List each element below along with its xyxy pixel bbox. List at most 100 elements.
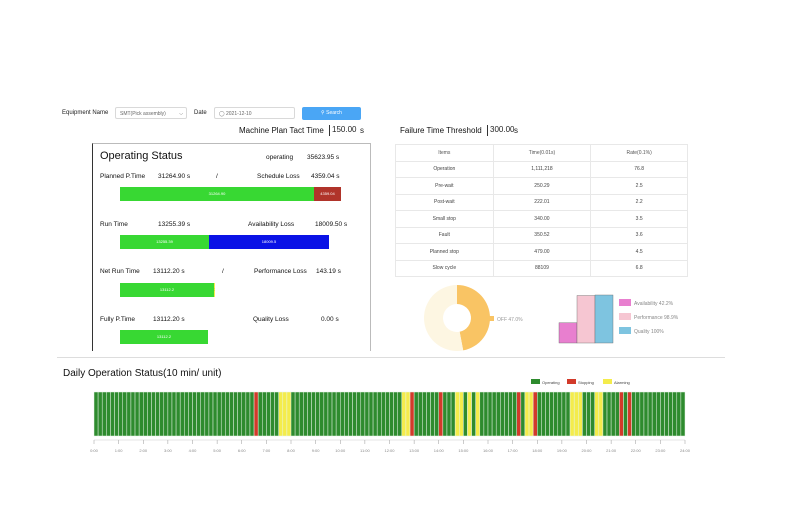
table-header-items: Items [395, 144, 494, 162]
daily-slot-operating [376, 391, 382, 437]
table-header-row: Items Time(0.01s) Rate(0.1%) [395, 144, 688, 162]
daily-axis-label: 16:00 [483, 448, 494, 453]
oee-legend-label: Availability 42.2% [634, 301, 674, 307]
daily-slot-operating [500, 391, 505, 437]
daily-slot-alarming [405, 391, 411, 437]
table-cell: 88109 [492, 259, 592, 277]
daily-slot-operating [307, 391, 312, 437]
daily-slot-operating [315, 391, 320, 437]
daily-axis-label: 12:00 [384, 448, 395, 453]
daily-slot-operating [216, 391, 222, 437]
search-button[interactable]: ⚲ Search [302, 107, 361, 120]
daily-slot-operating [233, 391, 238, 437]
daily-axis-label: 3:00 [164, 448, 173, 453]
table-row: Operation 1,111,218 76.8 [395, 160, 688, 178]
donut-slice-off [457, 285, 490, 351]
daily-slot-operating [385, 391, 390, 437]
daily-slot-operating [167, 391, 173, 437]
daily-status-chart: Operating Stopping Alarming 0:00 1:00 2:00 3:… [90, 379, 691, 453]
daily-slot-operating [549, 391, 554, 437]
daily-slot-operating [241, 391, 247, 437]
daily-slot-operating [311, 391, 316, 437]
daily-status-title: Daily Operation Status(10 min/ unit) [63, 368, 222, 379]
daily-axis-label: 22:00 [631, 448, 642, 453]
daily-slot-operating [565, 391, 571, 437]
daily-axis-label: 0:00 [90, 448, 99, 453]
availability-loss-bar: 18009.5 [209, 235, 329, 249]
daily-axis-label: 20:00 [581, 448, 592, 453]
daily-slot-operating [446, 391, 452, 437]
daily-slot-operating [208, 391, 214, 437]
donut-slice-rest [424, 285, 464, 351]
oee-bar-chart: Availability 42.2% Performance 98.9% Quali… [558, 294, 679, 344]
table-cell: Planned stop [395, 243, 494, 261]
daily-axis-label: 11:00 [360, 448, 370, 453]
daily-slot-operating [159, 391, 165, 437]
daily-slot-operating [602, 391, 608, 437]
daily-slot-operating [331, 391, 337, 437]
daily-slot-stopping [516, 391, 522, 437]
daily-slot-operating [389, 391, 394, 437]
table-row: Fault 350.52 3.6 [395, 226, 688, 244]
off-donut-chart: OFF 47.0% [424, 285, 523, 351]
daily-slot-operating [483, 391, 489, 437]
daily-slot-operating [163, 391, 169, 437]
daily-slot-alarming [594, 391, 600, 437]
daily-slot-alarming [475, 391, 481, 437]
table-cell: Post-wait [395, 193, 494, 211]
donut-legend-label: OFF 47.0% [497, 317, 523, 323]
table-cell: 4.5 [590, 243, 688, 261]
oee-legend-swatch [619, 299, 631, 306]
daily-slot-operating [491, 391, 497, 437]
daily-slot-alarming [401, 391, 407, 437]
daily-slot-operating [606, 391, 612, 437]
daily-slot-operating [676, 391, 682, 437]
planned-time-label: Planned P.Time [100, 173, 146, 180]
daily-slot-operating [504, 391, 509, 437]
daily-slot-operating [97, 391, 103, 437]
tact-time-input[interactable]: 150.00 [329, 125, 357, 136]
daily-slot-operating [471, 391, 476, 437]
daily-slot-operating [245, 391, 251, 437]
daily-slot-operating [508, 391, 513, 437]
daily-slot-operating [397, 391, 403, 437]
daily-slot-operating [134, 391, 140, 437]
daily-slot-operating [229, 391, 234, 437]
net-run-time-bar: 13112.2 [120, 283, 214, 297]
date-input[interactable]: ◯ 2021-12-10 [214, 107, 295, 119]
daily-slot-alarming [278, 391, 284, 437]
daily-slot-operating [586, 391, 591, 437]
failure-table-body: Operation 1,111,218 76.8 Pre-wait 250.29 2.5 P… [395, 160, 688, 277]
table-cell: 1,111,218 [492, 160, 592, 178]
daily-slot-stopping [627, 391, 632, 437]
daily-slot-operating [442, 391, 448, 437]
table-cell: Fault [395, 226, 494, 244]
section-divider [57, 357, 725, 358]
daily-slot-operating [93, 391, 99, 437]
daily-slot-operating [266, 391, 271, 437]
daily-axis-label: 7:00 [262, 448, 271, 453]
daily-slot-operating [298, 391, 304, 437]
table-cell: 76.8 [590, 160, 688, 178]
daily-slot-alarming [459, 391, 464, 437]
daily-slot-alarming [573, 391, 579, 437]
daily-slot-operating [335, 391, 341, 437]
table-cell: 3.6 [590, 226, 688, 244]
daily-slot-operating [270, 391, 275, 437]
daily-slot-alarming [528, 391, 534, 437]
daily-slot-operating [143, 391, 148, 437]
equipment-select[interactable]: SMT(Pick assembly) ⌵ [115, 107, 187, 119]
daily-slot-operating [220, 391, 226, 437]
table-cell: Small stop [395, 210, 494, 228]
daily-slot-operating [520, 391, 526, 437]
daily-slot-operating [262, 391, 267, 437]
daily-slot-operating [643, 391, 649, 437]
run-time-value: 13255.39 s [158, 221, 191, 228]
date-label: Date [194, 110, 207, 116]
failure-threshold-input[interactable]: 300.00 [487, 125, 517, 136]
daily-slot-operating [368, 391, 374, 437]
daily-legend-label: Operating [542, 380, 560, 385]
daily-slot-stopping [409, 391, 415, 437]
daily-legend-label: Stopping [578, 380, 594, 385]
table-cell: Pre-wait [395, 177, 494, 195]
